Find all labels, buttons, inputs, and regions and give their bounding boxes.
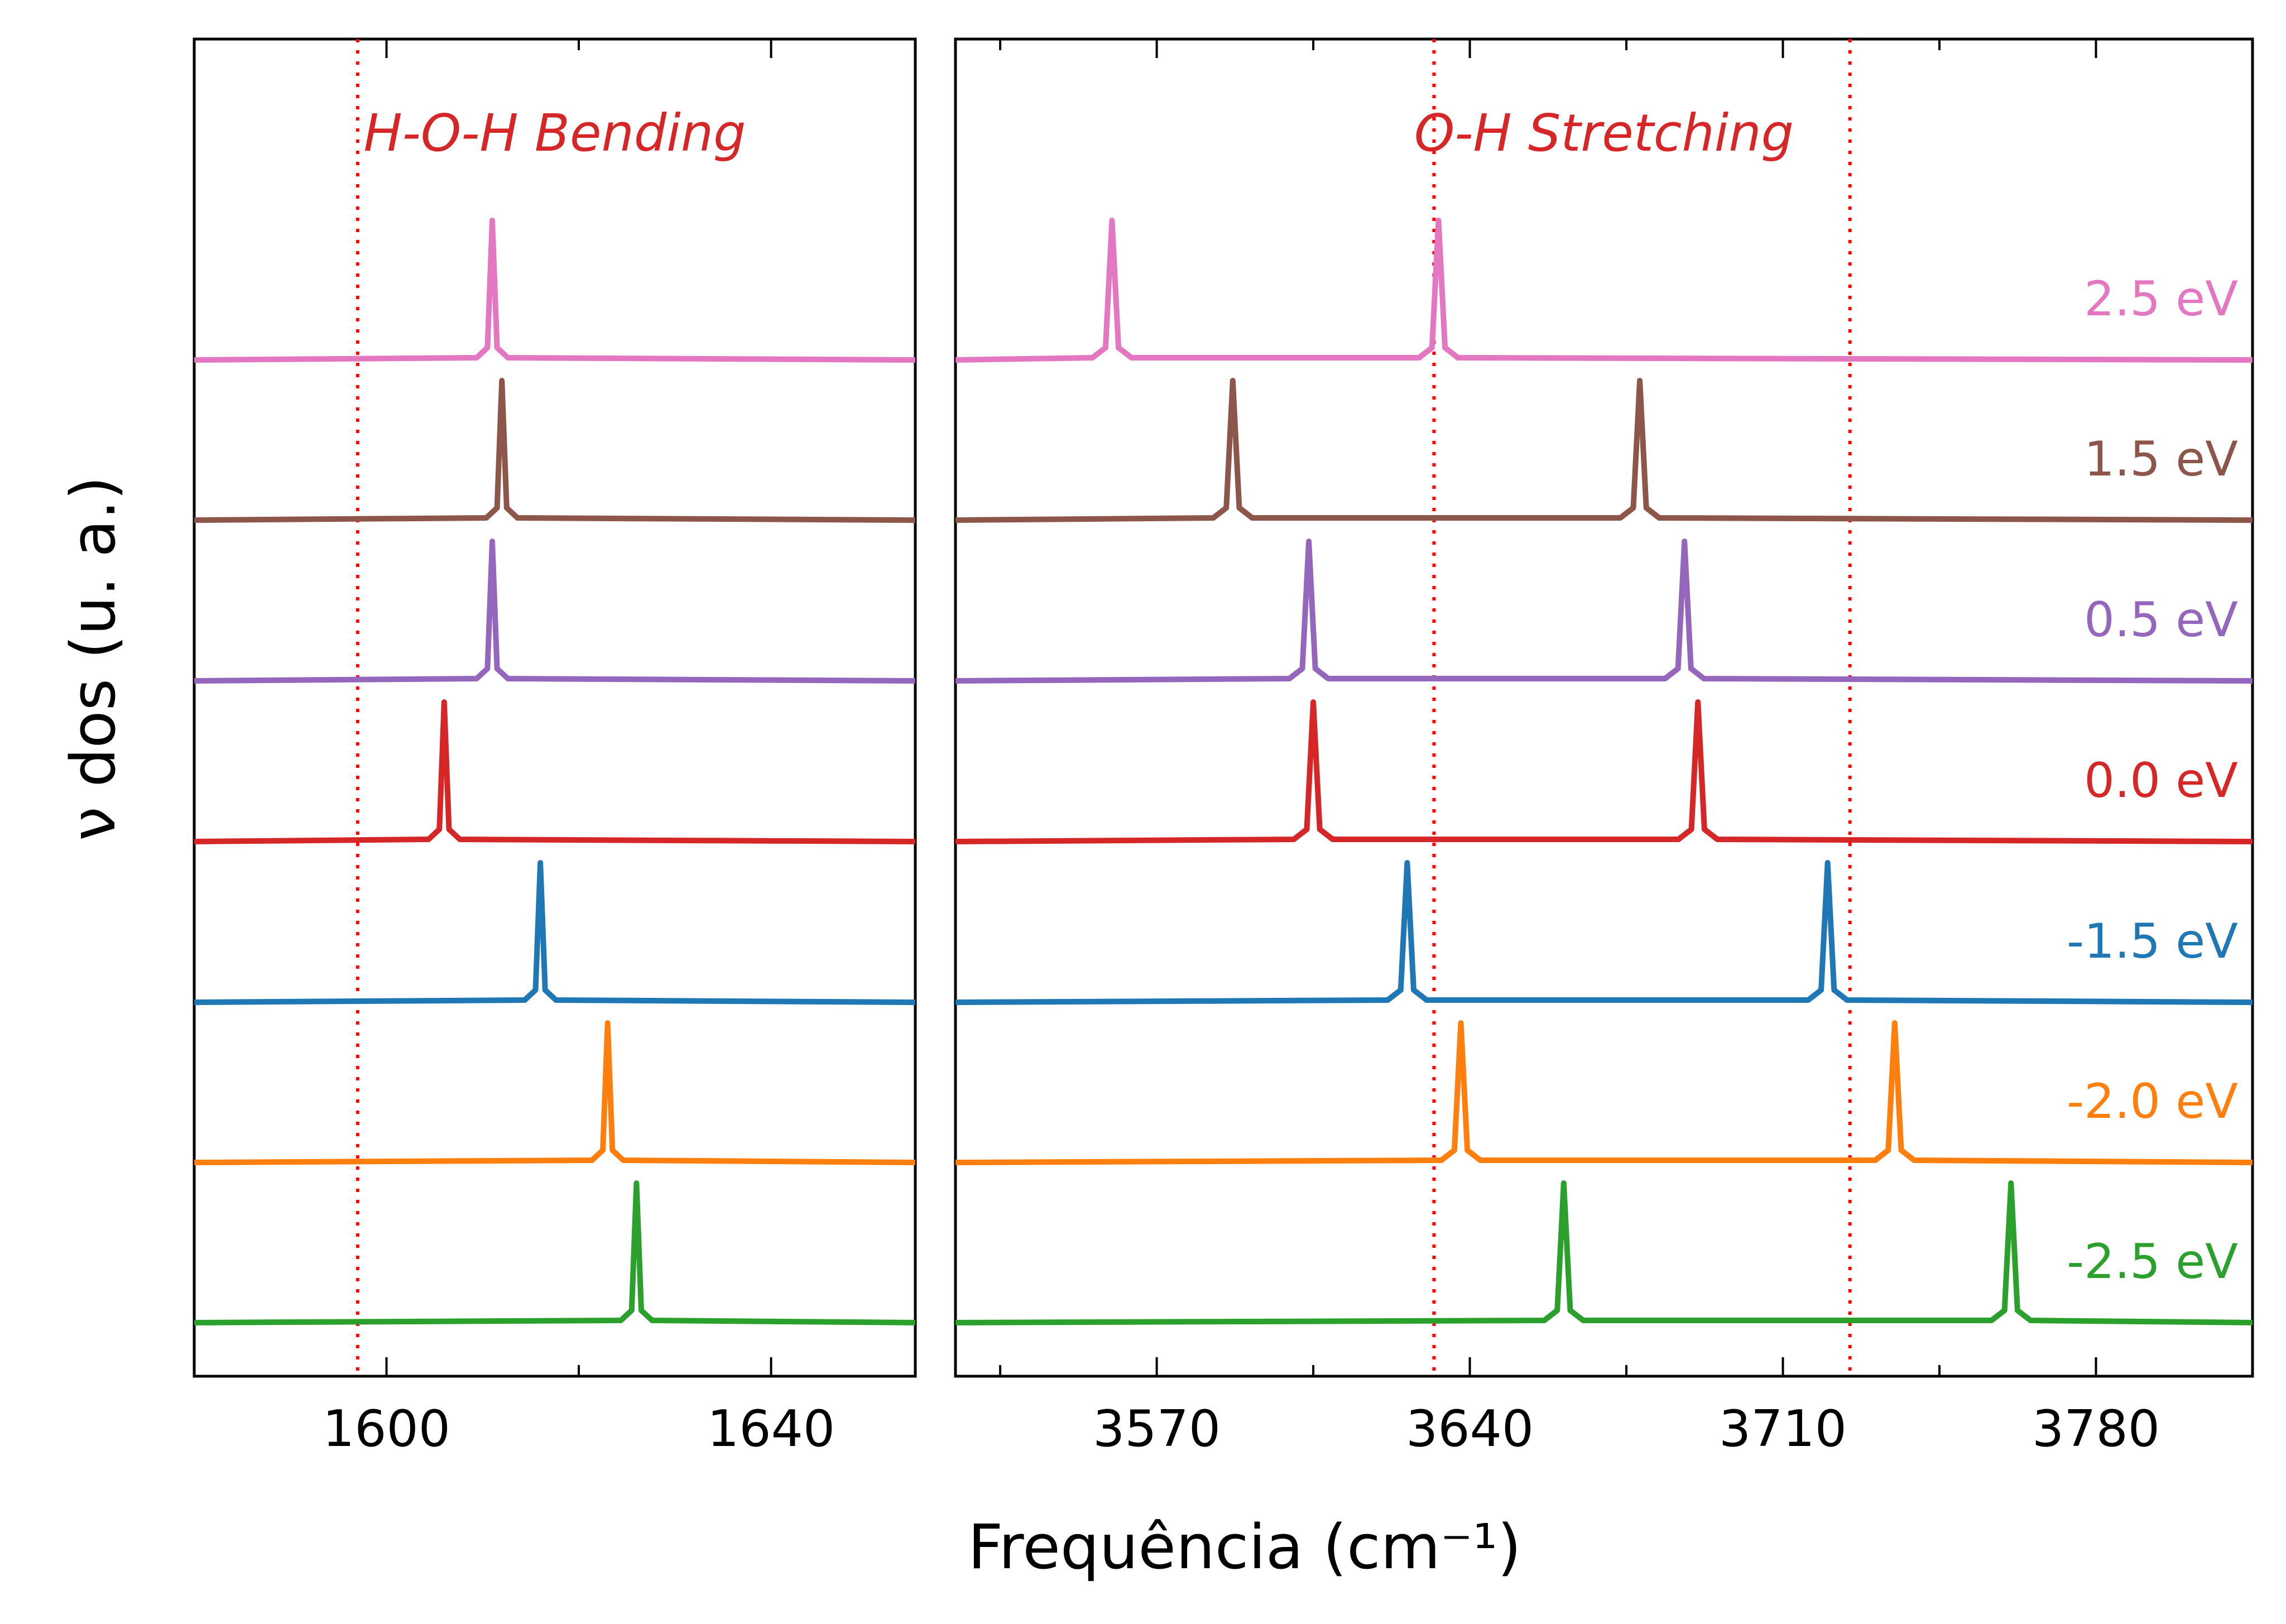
plot-frame [193,37,917,1378]
x-tick-label: 3780 [2032,1400,2160,1458]
series-label: -2.5 eV [2067,1234,2238,1290]
panel-bending: 1600 1640 H-O-H Bending [193,37,917,1458]
y-axis-label: ν dos (u. a.) [57,476,129,841]
x-tick-label: 3710 [1719,1400,1847,1458]
series-trace-15eV [194,378,916,523]
series-trace--15eV [955,860,2253,1005]
panel-title: H-O-H Bending [363,103,746,163]
series-trace--20eV [955,1020,2253,1165]
series-trace-00eV [194,699,916,844]
series-trace-25eV [955,218,2253,363]
series-trace-05eV [955,539,2253,684]
series-label: 2.5 eV [2084,271,2238,327]
x-axis-label: Frequência (cm⁻¹) [968,1511,1521,1583]
x-tick-label: 1600 [323,1400,450,1458]
series-label: 0.0 eV [2084,753,2238,809]
series-label: 1.5 eV [2084,431,2238,487]
series-label: -1.5 eV [2067,914,2238,969]
series-trace-05eV [194,539,916,684]
series-trace--25eV [955,1180,2253,1325]
series-label: 0.5 eV [2084,592,2238,648]
panel-title: O-H Stretching [1414,103,1794,163]
series-trace--20eV [194,1020,916,1165]
series-label: -2.0 eV [2067,1074,2238,1130]
panel-stretching: 3570 3640 3710 3780 O-H Stretching 2.5 eV 1.5 … [954,37,2254,1458]
x-tick-label: 1640 [707,1400,835,1458]
series-trace-25eV [194,218,916,363]
series-trace--15eV [194,860,916,1005]
x-tick-label: 3640 [1406,1400,1534,1458]
plot-frame [954,37,2254,1378]
series-trace-15eV [955,378,2253,523]
x-tick-label: 3570 [1093,1400,1221,1458]
series-trace--25eV [194,1180,916,1325]
series-trace-00eV [955,699,2253,844]
